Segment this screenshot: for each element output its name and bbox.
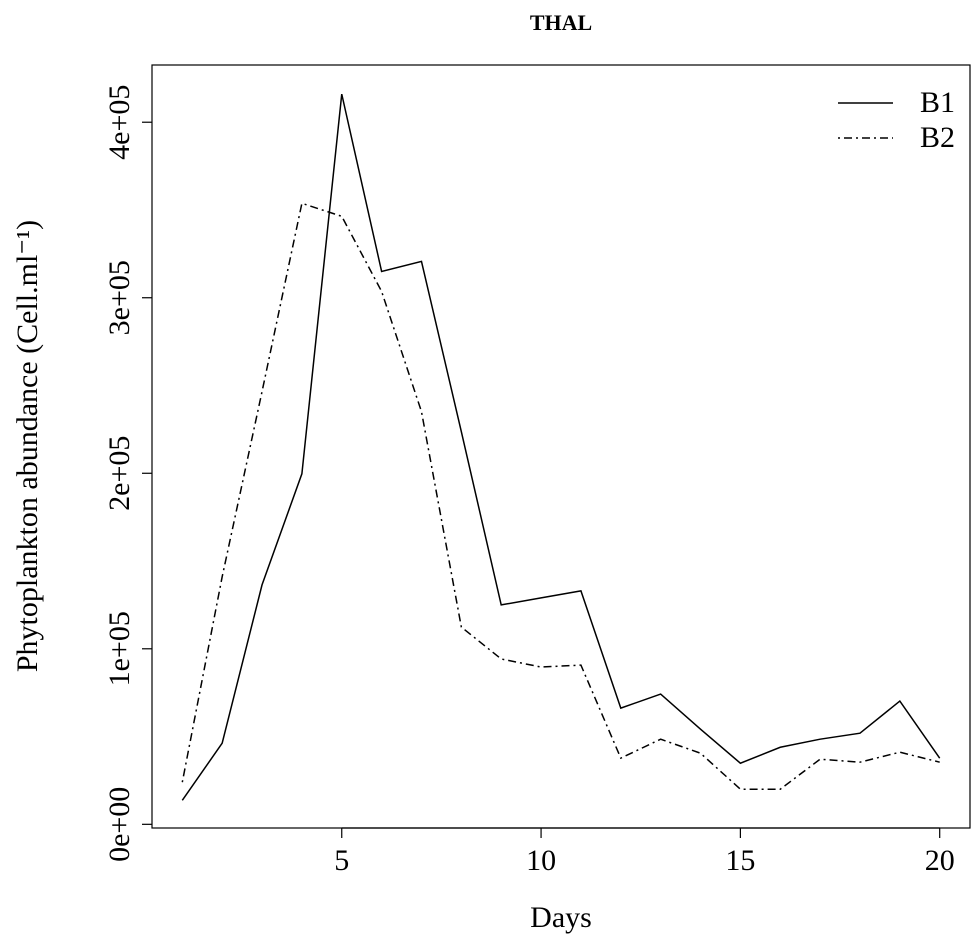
x-tick-label: 5 <box>334 844 349 877</box>
y-tick-label: 3e+05 <box>103 260 136 335</box>
y-tick-label: 1e+05 <box>103 611 136 686</box>
x-tick-label: 10 <box>526 844 556 877</box>
x-tick-label: 15 <box>725 844 755 877</box>
x-axis-label: Days <box>530 901 592 934</box>
chart-title: THAL <box>530 10 592 35</box>
legend-label: B2 <box>920 121 955 154</box>
y-tick-label: 2e+05 <box>103 436 136 511</box>
y-tick-label: 4e+05 <box>103 85 136 160</box>
y-tick-label: 0e+00 <box>103 787 136 862</box>
x-tick-label: 20 <box>925 844 955 877</box>
y-axis-label: Phytoplankton abundance (Cell.ml⁻¹) <box>11 220 44 672</box>
legend-label: B1 <box>920 86 955 119</box>
line-series <box>181 202 940 790</box>
plot-frame <box>151 64 971 829</box>
line-series <box>181 93 941 801</box>
